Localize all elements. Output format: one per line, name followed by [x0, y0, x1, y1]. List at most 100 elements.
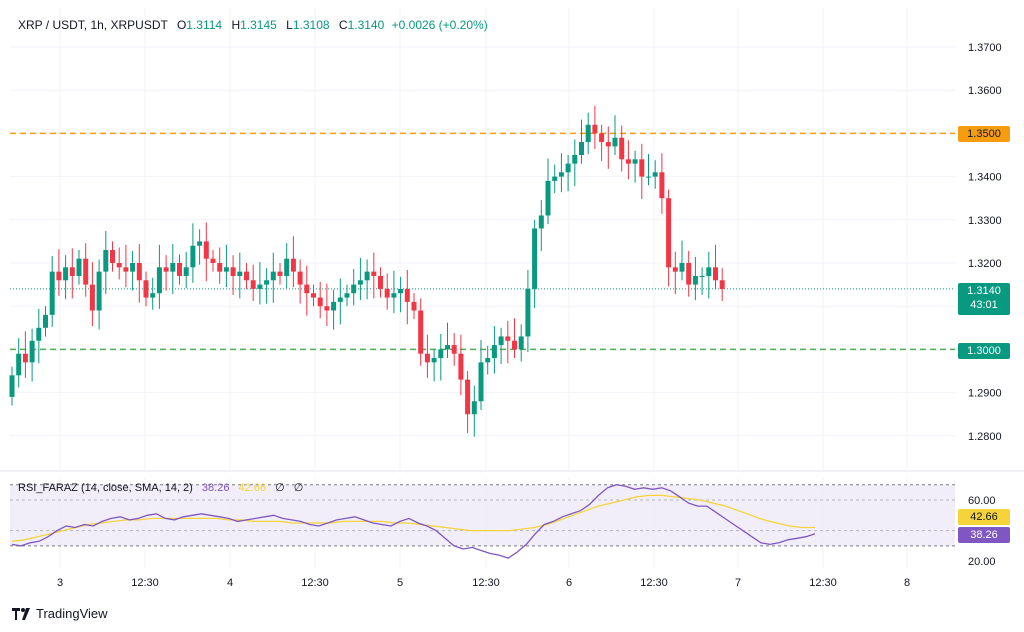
- tradingview-brand: TradingView: [36, 606, 108, 621]
- candle-body: [632, 159, 638, 164]
- candle-body: [136, 263, 142, 281]
- candle-body: [384, 288, 390, 298]
- candle-body: [351, 284, 357, 294]
- candle-body: [706, 267, 712, 276]
- candle-body: [83, 258, 89, 285]
- rsi-line: [11, 484, 816, 559]
- candle-body: [277, 271, 283, 276]
- candle-body: [719, 280, 725, 289]
- time-axis-label: 12:30: [809, 577, 837, 589]
- rsi-sma-badge: 42.66: [958, 509, 1010, 525]
- candle-body: [177, 263, 182, 276]
- open-value: 1.3114: [186, 18, 223, 32]
- candle-body: [244, 271, 249, 281]
- candle-body: [357, 280, 363, 285]
- candle-body: [130, 263, 136, 272]
- candle-body: [250, 280, 256, 289]
- candle-body: [29, 340, 35, 363]
- candle-body: [69, 267, 75, 276]
- candle-body: [525, 288, 531, 337]
- time-axis-label: 5: [397, 577, 403, 589]
- time-axis-label: 12:30: [131, 577, 159, 589]
- low-label: L: [286, 18, 293, 32]
- candle-body: [592, 124, 598, 134]
- change-value: +0.0026 (+0.20%): [391, 18, 488, 32]
- candle-body: [518, 336, 524, 350]
- price-axis-label: 1.2800: [968, 431, 1002, 443]
- candle-body: [103, 250, 109, 272]
- candle-body: [505, 336, 511, 341]
- candle-body: [398, 288, 404, 294]
- rsi-legend-value: 38.26: [201, 482, 230, 494]
- candle-body: [411, 301, 417, 311]
- candle-body: [713, 267, 718, 281]
- symbol-legend[interactable]: XRP / USDT, 1h, XRPUSDT O1.3114 H1.3145 …: [18, 18, 488, 32]
- time-axis-label: 6: [566, 577, 572, 589]
- candle-body: [646, 176, 651, 178]
- candle-body: [190, 245, 196, 268]
- price-axis-label: 1.3700: [968, 42, 1002, 54]
- candle-body: [625, 159, 631, 164]
- candle-body: [237, 271, 243, 276]
- time-axis-label: 4: [227, 577, 233, 589]
- rsi-sma-legend-value: 42.66: [238, 482, 267, 494]
- tradingview-icon: [12, 607, 30, 620]
- time-axis-label: 8: [904, 577, 910, 589]
- candle-body: [264, 280, 270, 285]
- candle-body: [223, 267, 229, 272]
- candle-body: [110, 250, 115, 263]
- tradingview-logo[interactable]: TradingView: [12, 606, 108, 621]
- rsi-legend[interactable]: RSI_FARAZ (14, close, SMA, 14, 2) 38.26 …: [18, 481, 303, 494]
- candle-body: [156, 267, 162, 294]
- candle-body: [170, 263, 176, 272]
- candle-body: [284, 258, 290, 276]
- time-axis-label: 7: [735, 577, 741, 589]
- candle-body: [304, 284, 310, 294]
- candle-body: [257, 284, 263, 289]
- candle-body: [465, 379, 471, 415]
- candle-body: [418, 310, 424, 354]
- price-axis-label: 1.3200: [968, 258, 1002, 270]
- candle-body: [545, 180, 551, 216]
- candle-body: [96, 271, 102, 311]
- candle-body: [163, 267, 169, 272]
- candle-body: [599, 133, 605, 143]
- rsi-value-badge: 38.26: [958, 527, 1010, 543]
- rsi-indicator-name[interactable]: RSI_FARAZ (14, close, SMA, 14, 2): [18, 482, 193, 494]
- candle-body: [76, 258, 82, 276]
- candle-body: [43, 314, 48, 328]
- candle-body: [552, 176, 558, 181]
- candle-body: [424, 353, 430, 363]
- candle-body: [116, 263, 122, 268]
- candle-body: [143, 280, 149, 298]
- candle-body: [123, 267, 129, 272]
- candle-body: [498, 336, 504, 346]
- candle-body: [579, 142, 584, 155]
- candle-body: [210, 258, 216, 263]
- resistance-price-badge: 1.3500: [958, 126, 1010, 142]
- open-label: O: [176, 18, 187, 32]
- time-axis-label: 12:30: [301, 577, 329, 589]
- candle-body: [605, 142, 611, 147]
- rsi-extra-1: ∅: [275, 482, 285, 494]
- candle-body: [451, 345, 457, 354]
- symbol-title[interactable]: XRP / USDT, 1h, XRPUSDT: [18, 18, 168, 32]
- close-label: C: [338, 18, 348, 32]
- candle-body: [317, 297, 323, 307]
- rsi-axis-label: 60.00: [968, 495, 996, 507]
- candle-body: [404, 288, 410, 302]
- candle-body: [679, 263, 685, 272]
- candle-body: [538, 215, 544, 229]
- price-axis-label: 1.2900: [968, 388, 1002, 400]
- candle-body: [331, 301, 337, 311]
- candle-body: [297, 271, 303, 285]
- candle-body: [558, 172, 564, 177]
- candle-body: [230, 267, 236, 276]
- high-value: 1.3145: [240, 18, 277, 32]
- candle-body: [197, 241, 203, 246]
- price-axis-label: 1.3300: [968, 215, 1002, 227]
- candle-body: [371, 271, 377, 276]
- candle-body: [532, 228, 538, 289]
- close-value: 1.3140: [347, 18, 385, 32]
